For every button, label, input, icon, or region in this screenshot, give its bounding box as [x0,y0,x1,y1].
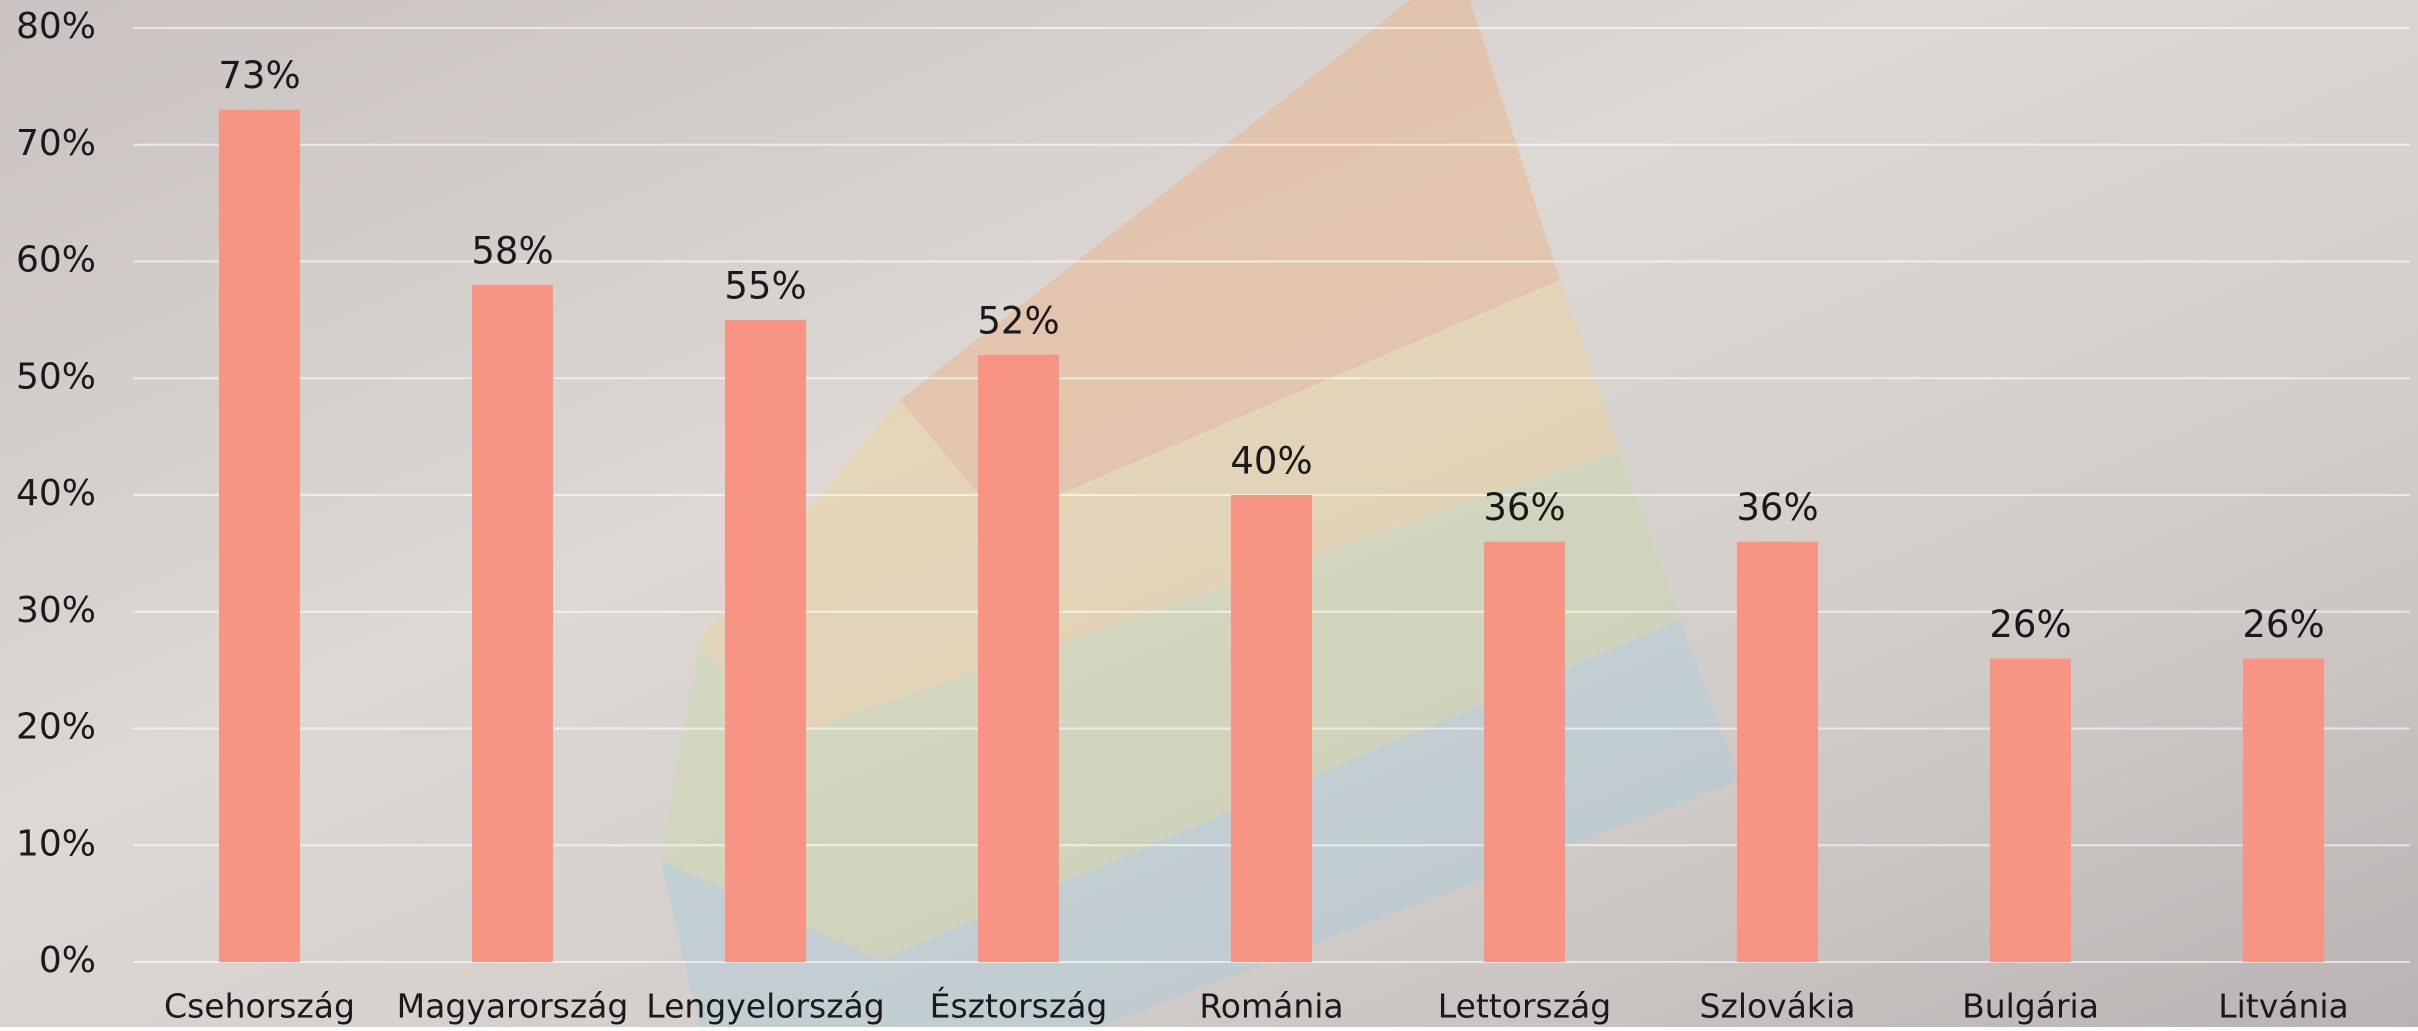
y-tick-label: 0% [39,940,96,981]
value-label: 55% [724,264,806,307]
bar [1231,495,1312,962]
value-label: 40% [1230,440,1312,483]
y-tick-label: 80% [16,6,96,47]
value-label: 26% [2242,603,2324,646]
y-tick-label: 30% [16,590,96,631]
value-label: 36% [1736,486,1818,529]
flag-decoration [660,0,1740,1027]
y-tick-label: 20% [16,707,96,748]
y-tick-label: 50% [16,356,96,397]
bar [219,109,300,963]
bar [472,284,553,963]
y-tick-label: 40% [16,473,96,514]
bar [2243,658,2324,962]
bar [1484,541,1565,962]
x-tick-label: Lengyelország [646,987,884,1026]
x-tick-label: Szlovákia [1700,987,1856,1026]
x-tick-label: Bulgária [1962,987,2099,1026]
y-tick-label: 70% [16,123,96,164]
x-tick-label: Észtország [930,986,1108,1026]
value-label: 26% [1989,603,2071,646]
value-label: 52% [977,299,1059,342]
y-tick-label: 60% [16,240,96,281]
x-tick-label: Litvánia [2218,987,2349,1026]
bar [725,319,806,962]
bar [978,354,1059,962]
bar [1990,658,2071,962]
x-tick-label: Románia [1199,987,1343,1026]
value-label: 36% [1483,486,1565,529]
y-tick-label: 10% [16,823,96,864]
x-tick-label: Csehország [164,987,355,1026]
value-label: 58% [471,229,553,272]
value-label: 73% [218,54,300,97]
x-tick-label: Lettország [1438,987,1611,1026]
bar [1737,541,1818,962]
x-tick-label: Magyarország [397,987,629,1026]
